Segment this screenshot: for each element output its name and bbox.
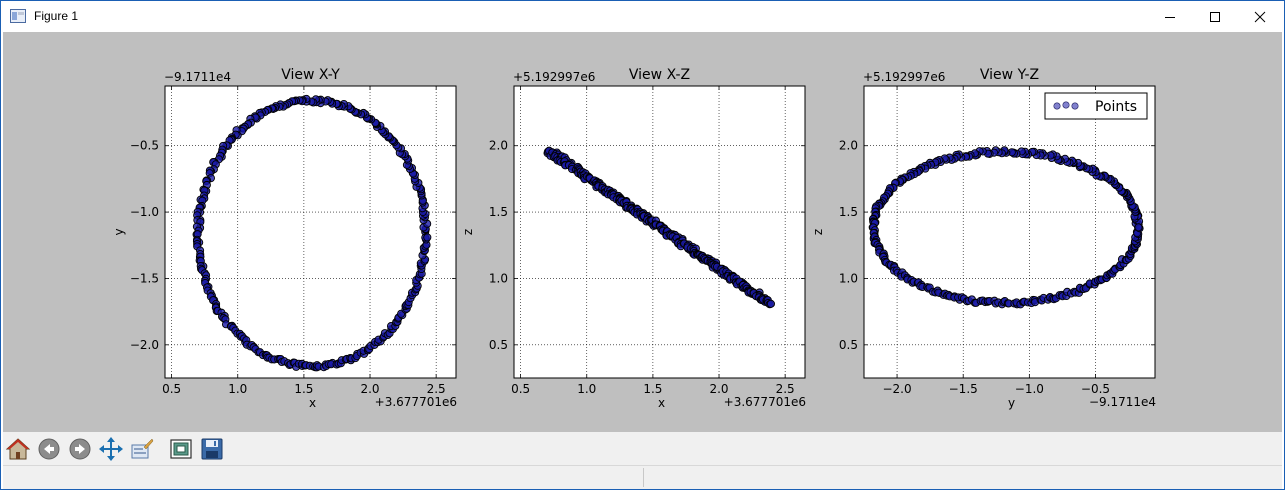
y-tick-label: 0.5 bbox=[839, 338, 858, 352]
window-title: Figure 1 bbox=[34, 9, 79, 23]
x-tick-label: 1.0 bbox=[228, 382, 247, 396]
y-tick-label: 1.5 bbox=[839, 205, 858, 219]
status-bar bbox=[3, 465, 1282, 489]
y-axis-label: z bbox=[811, 229, 825, 235]
subplot-3: −2.0 −1.5 −1.0 −0.5 2.0 1.5 1.0 0.5 View Y-Z +5.1… bbox=[811, 67, 1156, 410]
subplot-1: 0.5 1.0 1.5 2.0 2.5 −0.5 −1.0 −1.5 −2.0 View X-Y −… bbox=[112, 67, 457, 410]
legend-label: Points bbox=[1095, 99, 1137, 115]
x-tick-label: 0.5 bbox=[511, 382, 530, 396]
data-points bbox=[543, 146, 775, 309]
x-tick-label: −2.0 bbox=[882, 382, 911, 396]
zoom-rect-icon bbox=[131, 438, 154, 459]
figure-window-icon bbox=[10, 9, 26, 23]
axes-frame bbox=[863, 85, 1156, 379]
forward-button[interactable] bbox=[67, 436, 93, 462]
legend-marker bbox=[1071, 102, 1079, 110]
data-point bbox=[423, 233, 432, 242]
minimize-icon bbox=[1164, 16, 1175, 18]
navigation-toolbar bbox=[3, 432, 1282, 465]
axes-frame bbox=[513, 85, 806, 379]
legend: Points bbox=[1044, 92, 1148, 120]
back-arrow-icon bbox=[38, 438, 60, 460]
back-button[interactable] bbox=[36, 436, 62, 462]
configure-subplots-icon bbox=[170, 439, 192, 459]
minimize-button[interactable] bbox=[1147, 1, 1192, 32]
data-point bbox=[766, 299, 775, 308]
y-offset-label: +5.192997e6 bbox=[513, 70, 595, 84]
y-axis-label: y bbox=[112, 228, 126, 235]
title-bar[interactable]: Figure 1 bbox=[1, 1, 1284, 32]
close-button[interactable] bbox=[1237, 1, 1282, 32]
x-offset-label: +3.677701e6 bbox=[724, 395, 806, 409]
home-icon bbox=[6, 438, 30, 460]
y-axis-label: z bbox=[461, 229, 475, 235]
subplot-title: View X-Y bbox=[281, 67, 340, 83]
legend-marker bbox=[1062, 101, 1070, 109]
y-tick-label: 1.0 bbox=[839, 271, 858, 285]
axes-background bbox=[165, 86, 456, 378]
x-tick-label: −1.0 bbox=[1015, 382, 1044, 396]
y-tick-label: 1.5 bbox=[489, 205, 508, 219]
maximize-button[interactable] bbox=[1192, 1, 1237, 32]
x-tick-label: 2.5 bbox=[427, 382, 446, 396]
y-tick-label: 1.0 bbox=[489, 271, 508, 285]
maximize-icon bbox=[1209, 11, 1220, 22]
y-offset-label: +5.192997e6 bbox=[863, 70, 945, 84]
x-tick-label: 2.5 bbox=[776, 382, 795, 396]
x-axis-label: y bbox=[1008, 396, 1015, 410]
legend-marker bbox=[1053, 102, 1061, 110]
x-tick-label: 0.5 bbox=[162, 382, 181, 396]
figure-svg: 0.5 1.0 1.5 2.0 2.5 −0.5 −1.0 −1.5 −2.0 View X-Y −… bbox=[112, 67, 1156, 410]
x-offset-label: −9.1711e4 bbox=[1089, 395, 1156, 409]
axes-frame bbox=[164, 85, 457, 379]
subplots-button[interactable] bbox=[168, 436, 194, 462]
x-tick-label: 1.5 bbox=[294, 382, 313, 396]
save-icon bbox=[201, 438, 223, 460]
data-points bbox=[868, 146, 1144, 309]
status-divider bbox=[643, 468, 644, 487]
x-axis-label: x bbox=[658, 396, 665, 410]
subplot-title: View X-Z bbox=[629, 67, 690, 83]
close-icon bbox=[1254, 11, 1265, 22]
y-tick-label: 0.5 bbox=[489, 338, 508, 352]
y-tick-label: 2.0 bbox=[839, 139, 858, 153]
pan-button[interactable] bbox=[98, 436, 124, 462]
y-tick-label: −2.0 bbox=[130, 338, 159, 352]
data-points bbox=[192, 94, 432, 372]
x-tick-label: 1.0 bbox=[577, 382, 596, 396]
subplot-title: View Y-Z bbox=[980, 67, 1039, 83]
x-tick-label: 2.0 bbox=[709, 382, 728, 396]
x-offset-label: +3.677701e6 bbox=[375, 395, 457, 409]
x-tick-label: −0.5 bbox=[1081, 382, 1110, 396]
zoom-button[interactable] bbox=[129, 436, 155, 462]
axes-background bbox=[864, 86, 1155, 378]
x-tick-label: −1.5 bbox=[949, 382, 978, 396]
home-button[interactable] bbox=[5, 436, 31, 462]
y-offset-label: −9.1711e4 bbox=[164, 70, 231, 84]
x-tick-label: 2.0 bbox=[360, 382, 379, 396]
figure-canvas[interactable]: 0.5 1.0 1.5 2.0 2.5 −0.5 −1.0 −1.5 −2.0 View X-Y −… bbox=[3, 32, 1282, 432]
data-point bbox=[1134, 223, 1143, 232]
y-tick-label: −0.5 bbox=[130, 139, 159, 153]
y-tick-label: 2.0 bbox=[489, 139, 508, 153]
legend-box bbox=[1044, 92, 1148, 120]
pan-icon bbox=[99, 437, 123, 461]
y-tick-label: −1.0 bbox=[130, 205, 159, 219]
y-tick-label: −1.5 bbox=[130, 271, 159, 285]
x-tick-label: 1.5 bbox=[643, 382, 662, 396]
save-button[interactable] bbox=[199, 436, 225, 462]
x-axis-label: x bbox=[309, 396, 316, 410]
forward-arrow-icon bbox=[69, 438, 91, 460]
subplot-2: 0.5 1.0 1.5 2.0 2.5 2.0 1.5 1.0 0.5 View X-Z +5.19… bbox=[461, 67, 806, 410]
